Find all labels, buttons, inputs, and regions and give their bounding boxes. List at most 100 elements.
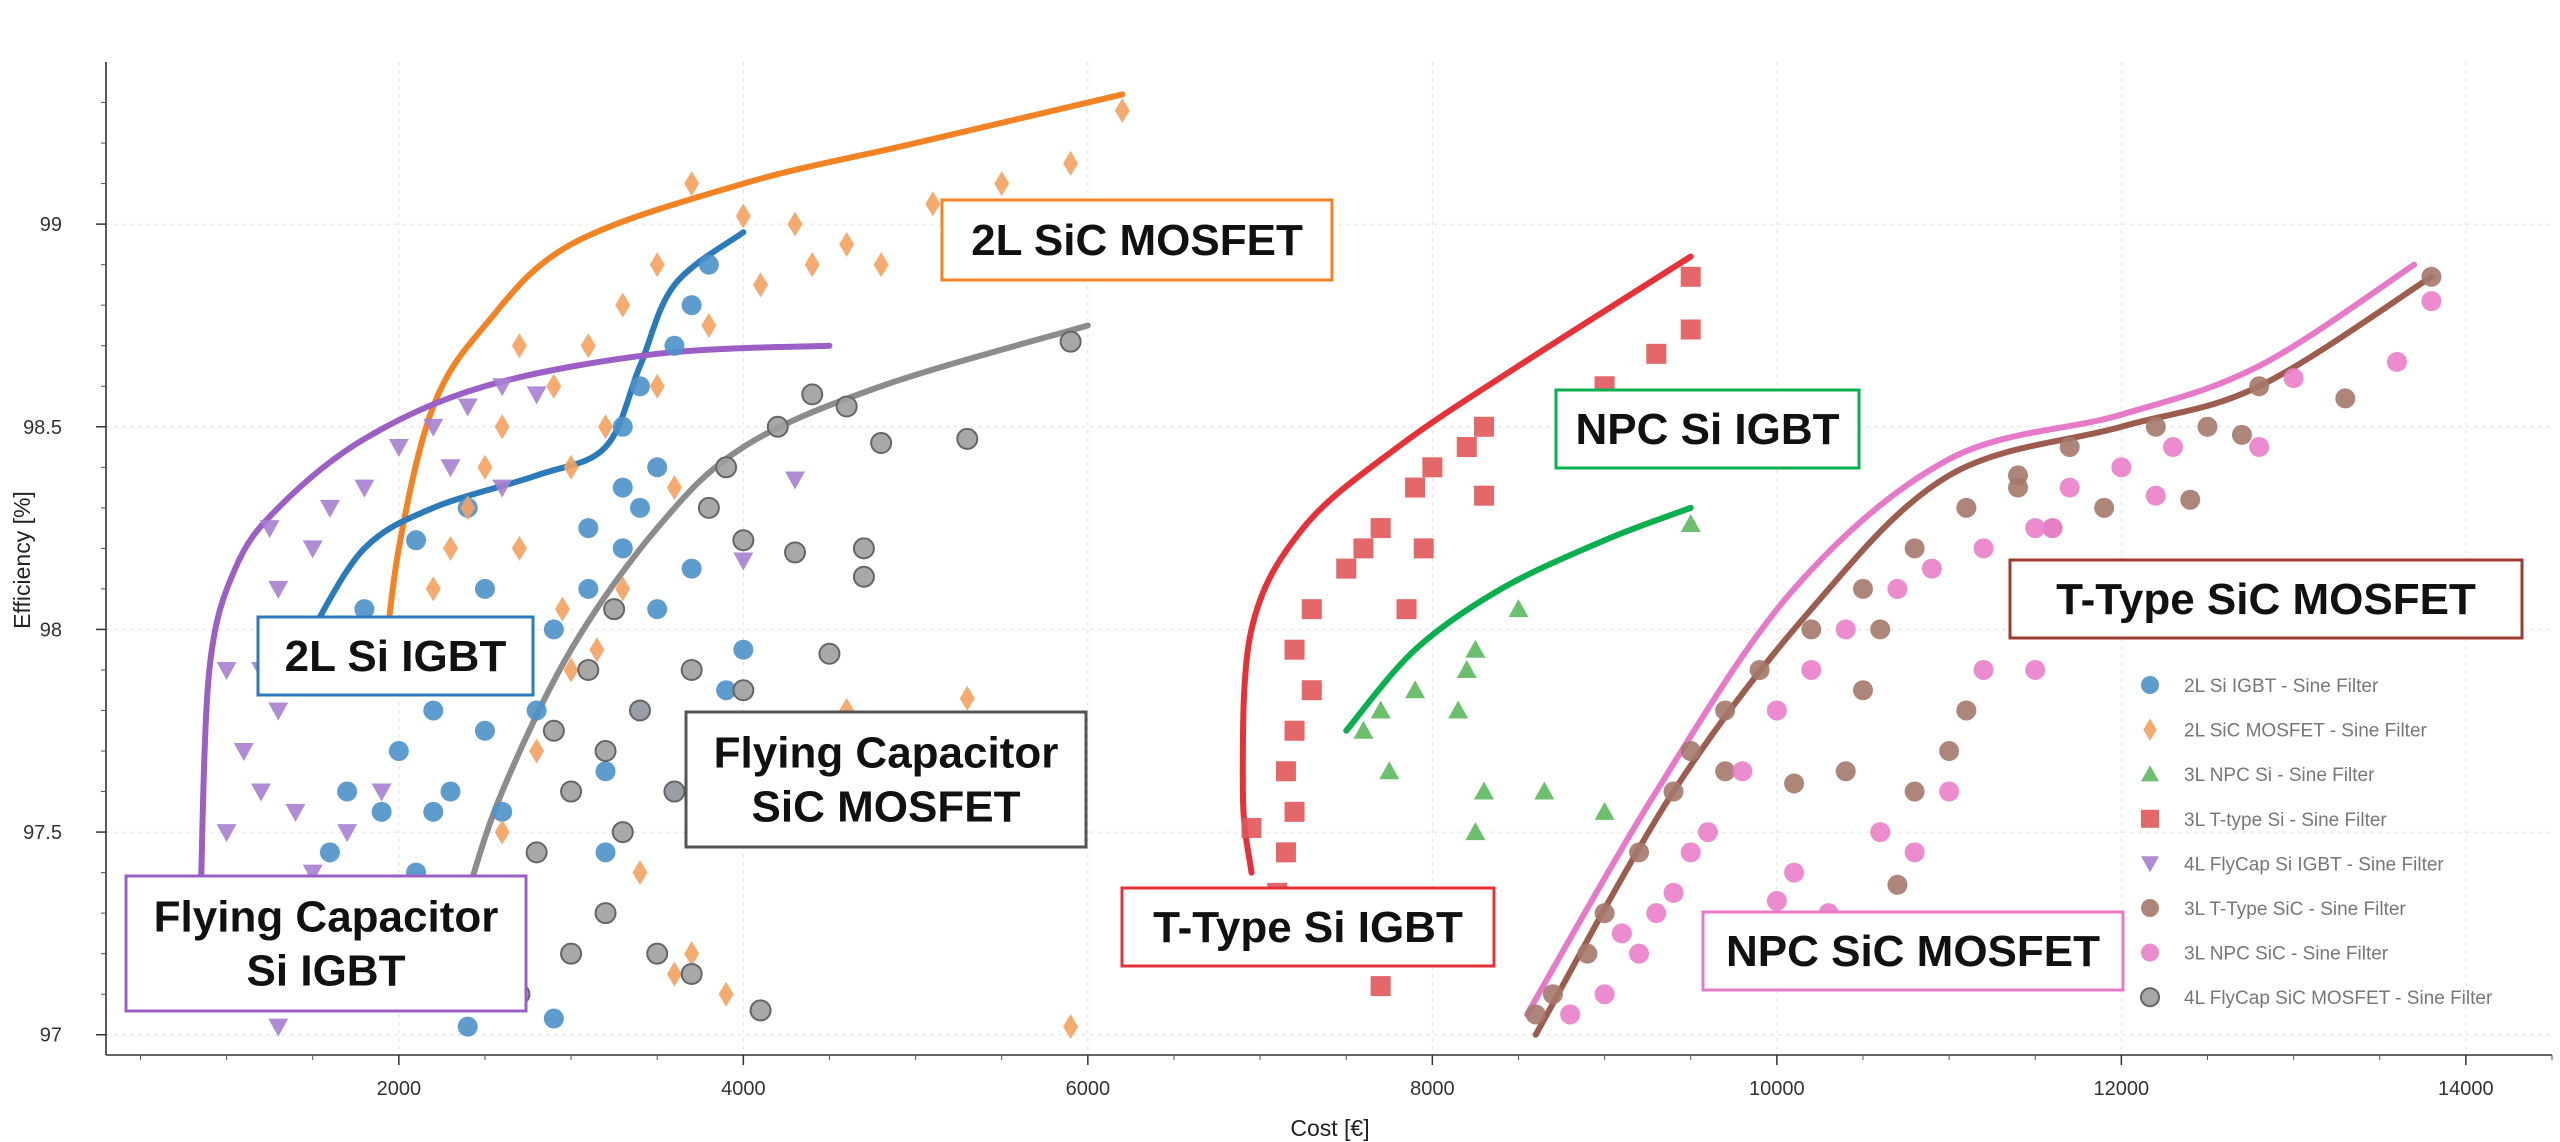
- x-tick-label: 10000: [1749, 1078, 1805, 1100]
- data-point: [715, 456, 738, 479]
- data-point: [1465, 639, 1486, 658]
- data-point: [1852, 680, 1873, 701]
- callout-t-type-si: T-Type Si IGBT: [1120, 886, 1496, 968]
- data-point: [1732, 761, 1753, 782]
- series-2: [1353, 514, 1701, 841]
- data-point: [1405, 477, 1426, 498]
- data-point: [629, 497, 650, 518]
- data-point: [628, 699, 651, 722]
- fit-curve-flying-capacitor-si-igbt: [197, 342, 833, 896]
- data-point: [680, 962, 703, 985]
- data-point: [2059, 477, 2080, 498]
- data-point: [457, 1016, 478, 1037]
- fit-curve-npc-si-igbt: [1343, 504, 1694, 734]
- data-point: [492, 801, 513, 822]
- callout-npc-sic: NPC SiC MOSFET: [1701, 910, 2125, 992]
- data-point: [1379, 761, 1400, 780]
- data-point: [681, 295, 702, 316]
- data-point: [578, 578, 599, 599]
- data-point: [1835, 761, 1856, 782]
- data-point: [1904, 538, 1925, 559]
- data-point: [1353, 720, 1374, 739]
- data-point: [474, 720, 495, 741]
- data-point: [542, 719, 565, 742]
- data-point: [494, 414, 510, 440]
- data-point: [603, 598, 626, 621]
- legend-label: 4L FlyCap Si IGBT - Sine Filter: [2184, 854, 2444, 875]
- data-point: [443, 535, 459, 561]
- data-point: [629, 376, 650, 397]
- data-point: [612, 477, 633, 498]
- data-point: [440, 459, 461, 478]
- data-point: [2111, 457, 2132, 478]
- data-point: [787, 211, 803, 237]
- data-point: [259, 520, 280, 539]
- legend-marker: [2143, 718, 2157, 741]
- data-point: [494, 819, 510, 845]
- data-point: [1939, 781, 1960, 802]
- data-point: [1396, 599, 1417, 620]
- data-point: [2197, 416, 2218, 437]
- data-point: [1680, 266, 1701, 287]
- data-point: [594, 902, 617, 925]
- series-4: [216, 378, 806, 1037]
- data-point: [598, 414, 614, 440]
- data-point: [1594, 984, 1615, 1005]
- data-point: [2231, 424, 2252, 445]
- callout-box: [1701, 910, 2125, 992]
- axes: [105, 62, 2552, 1056]
- data-point: [560, 942, 583, 965]
- data-point: [1887, 874, 1908, 895]
- data-point: [1887, 578, 1908, 599]
- data-point: [684, 171, 700, 197]
- data-point: [784, 541, 807, 564]
- data-point: [835, 395, 858, 418]
- data-point: [1646, 903, 1667, 924]
- data-point: [554, 596, 570, 622]
- data-point: [388, 741, 409, 762]
- fit-curve-2l-sic-mosfet: [378, 91, 1126, 694]
- data-point: [839, 231, 855, 257]
- data-point: [1577, 943, 1598, 964]
- legend-marker: [2140, 987, 2160, 1008]
- data-point: [477, 454, 493, 480]
- data-point: [733, 552, 754, 571]
- data-point: [1629, 842, 1650, 863]
- data-point: [684, 941, 700, 967]
- legend-label: 2L Si IGBT - Sine Filter: [2184, 676, 2379, 697]
- data-point: [2386, 351, 2407, 372]
- data-point: [233, 743, 254, 762]
- data-point: [1301, 599, 1322, 620]
- callout-t-type-sic: T-Type SiC MOSFET: [2008, 558, 2524, 640]
- data-point: [1594, 903, 1615, 924]
- data-point: [818, 642, 841, 665]
- y-tick-label: 98: [40, 619, 62, 641]
- data-point: [577, 658, 600, 681]
- data-point: [319, 499, 340, 518]
- data-point: [1663, 882, 1684, 903]
- data-point: [1405, 680, 1426, 699]
- data-point: [1921, 558, 1942, 579]
- data-point: [595, 761, 616, 782]
- callout-box: [1554, 388, 1861, 470]
- data-point: [1059, 330, 1082, 353]
- x-tick-label: 14000: [2438, 1078, 2494, 1100]
- data-point: [1353, 538, 1374, 559]
- data-point: [852, 565, 875, 588]
- data-point: [216, 824, 237, 843]
- legend-entry: 2L SiC MOSFET - Sine Filter: [2143, 718, 2428, 742]
- data-point: [1456, 659, 1477, 678]
- data-point: [681, 558, 702, 579]
- data-point: [371, 801, 392, 822]
- callout-box: [2008, 558, 2524, 640]
- legend-label: 3L NPC Si - Sine Filter: [2184, 765, 2375, 786]
- data-point: [1542, 984, 1563, 1005]
- data-point: [615, 292, 631, 318]
- data-point: [546, 373, 562, 399]
- callout-label: SiC MOSFET: [752, 783, 1021, 832]
- data-point: [423, 801, 444, 822]
- legend-marker: [2141, 676, 2159, 694]
- y-tick-label: 98.5: [23, 417, 62, 439]
- callout-box: [1120, 886, 1496, 968]
